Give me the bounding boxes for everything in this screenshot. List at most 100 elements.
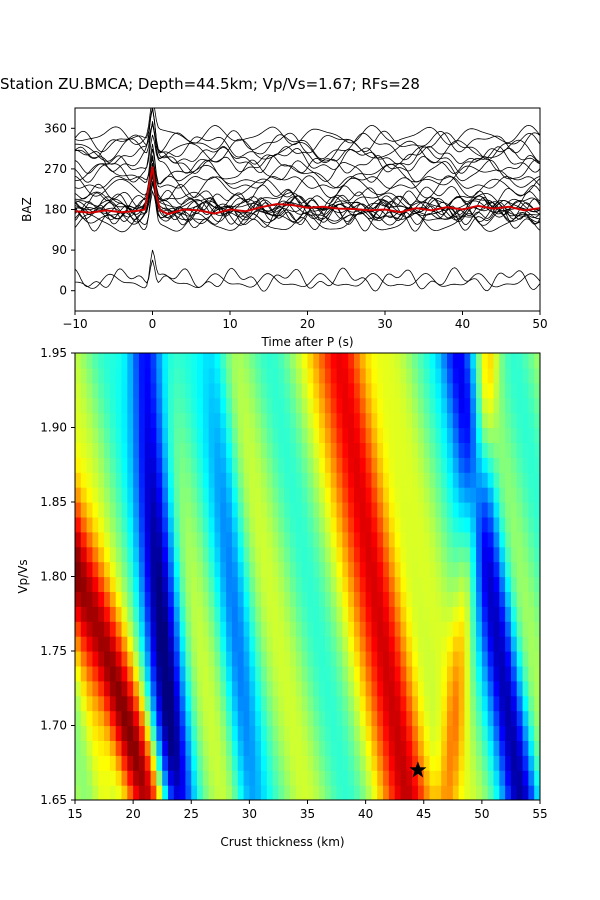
heatmap-cell	[231, 427, 239, 443]
heatmap-cell	[237, 710, 245, 727]
heatmap-cell	[324, 680, 332, 697]
heatmap-cell	[458, 487, 466, 503]
heatmap-cell	[516, 770, 524, 786]
heatmap-cell	[220, 487, 227, 503]
heatmap-cell	[121, 680, 128, 697]
heatmap-cell	[534, 591, 540, 607]
heatmap-cell	[336, 725, 343, 741]
heatmap-cell	[191, 516, 198, 533]
heatmap-cell	[284, 412, 291, 429]
heatmap-cell	[342, 561, 349, 578]
heatmap-cell	[342, 770, 349, 786]
heatmap-cell	[144, 531, 152, 548]
heatmap-cell	[231, 740, 239, 756]
heatmap-cell	[272, 412, 280, 429]
heatmap-cell	[80, 770, 88, 786]
heatmap-cell	[266, 397, 274, 414]
heatmap-cell	[115, 516, 123, 533]
heatmap-cell	[377, 591, 384, 607]
heatmap-cell	[359, 397, 367, 414]
heatmap-cell	[429, 502, 436, 518]
heatmap-cell	[295, 695, 303, 712]
heatmap-cell	[470, 591, 477, 607]
heatmap-cell	[354, 680, 361, 697]
heatmap-cell	[295, 621, 303, 637]
heatmap-cell	[127, 472, 134, 488]
heatmap-cell	[481, 427, 489, 443]
heatmap-cell	[86, 561, 94, 578]
heatmap-cell	[191, 770, 198, 786]
heatmap-cell	[249, 680, 256, 697]
heatmap-cell	[80, 740, 88, 756]
heatmap-cell	[202, 755, 210, 771]
heatmap-cell	[156, 710, 163, 727]
heatmap-cell	[359, 531, 367, 548]
heatmap-cell	[458, 397, 466, 414]
heatmap-cell	[487, 591, 495, 607]
heatmap-cell	[516, 502, 524, 518]
heatmap-cell	[261, 457, 268, 473]
heatmap-cell	[499, 412, 506, 429]
heatmap-cell	[481, 457, 489, 473]
heatmap-cell	[173, 353, 181, 369]
heatmap-cell	[429, 531, 436, 548]
heatmap-cell	[133, 487, 140, 503]
heatmap-cell	[144, 382, 152, 399]
heatmap-cell	[220, 606, 227, 622]
heatmap-cell	[417, 516, 425, 533]
heatmap-cell	[505, 591, 512, 607]
heatmap-cell	[406, 710, 413, 727]
heatmap-cell	[237, 725, 245, 741]
heatmap-cell	[197, 591, 204, 607]
heatmap-cell	[249, 516, 256, 533]
heatmap-cell	[510, 442, 518, 458]
heatmap-cell	[447, 487, 454, 503]
heatmap-cell	[324, 591, 332, 607]
heatmap-cell	[104, 740, 111, 756]
heatmap-cell	[435, 770, 442, 786]
heatmap-cell	[388, 516, 396, 533]
heatmap-cell	[202, 665, 210, 682]
heatmap-cell	[197, 561, 204, 578]
heatmap-cell	[121, 427, 128, 443]
heatmap-cell	[522, 725, 529, 741]
heatmap-cell	[144, 665, 152, 682]
heatmap-cell	[173, 710, 181, 727]
heatmap-cell	[359, 412, 367, 429]
heatmap-cell	[168, 755, 175, 771]
heatmap-cell	[191, 561, 198, 578]
heatmap-cell	[98, 487, 105, 503]
heatmap-cell	[400, 382, 407, 399]
heatmap-cell	[435, 516, 442, 533]
heatmap-cell	[237, 561, 245, 578]
heatmap-cell	[255, 740, 262, 756]
heatmap-cell	[301, 397, 309, 414]
heatmap-cell	[133, 502, 140, 518]
rf-trace	[75, 249, 540, 289]
heatmap-cell	[406, 442, 413, 458]
heatmap-cell	[447, 367, 454, 384]
heatmap-cell	[394, 382, 402, 399]
heatmap-cell	[359, 457, 367, 473]
heatmap-cell	[510, 591, 518, 607]
heatmap-cell	[150, 427, 157, 443]
heatmap-cell	[470, 576, 477, 592]
heatmap-cell	[412, 472, 419, 488]
heatmap-cell	[173, 665, 181, 682]
heatmap-cell	[104, 442, 111, 458]
heatmap-cell	[98, 680, 105, 697]
heatmap-cell	[330, 546, 338, 563]
heatmap-cell	[470, 725, 477, 741]
heatmap-cell	[249, 561, 256, 578]
heatmap-cell	[417, 487, 425, 503]
heatmap-cell	[528, 516, 535, 533]
heatmap-cell	[104, 516, 111, 533]
heatmap-cell	[412, 427, 419, 443]
heatmap-cell	[516, 427, 524, 443]
heatmap-cell	[319, 412, 326, 429]
heatmap-cell	[156, 680, 163, 697]
heatmap-cell	[243, 621, 250, 637]
heatmap-cell	[348, 785, 355, 800]
heatmap-cell	[371, 457, 378, 473]
heatmap-cell	[365, 651, 373, 667]
